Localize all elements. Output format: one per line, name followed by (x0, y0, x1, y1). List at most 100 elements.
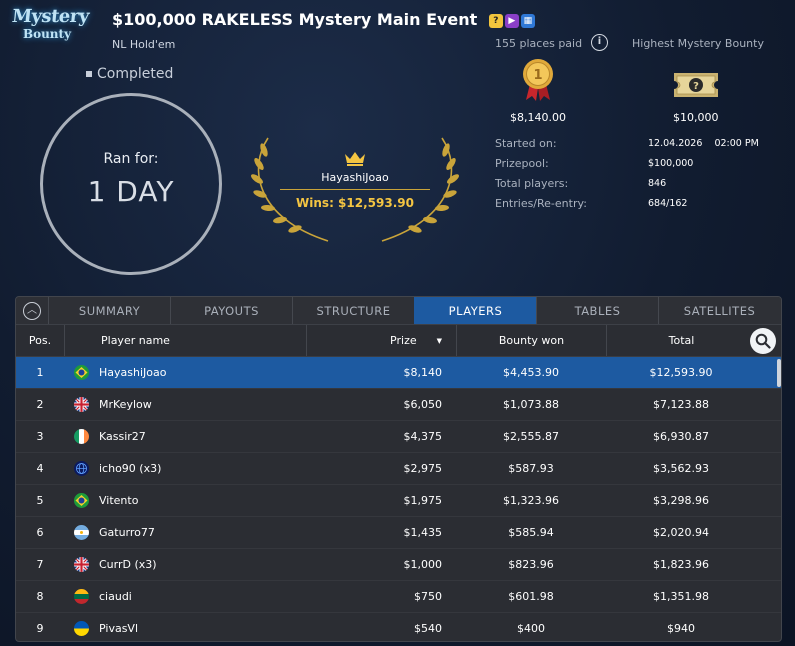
tab-summary[interactable]: SUMMARY (48, 297, 170, 324)
table-row[interactable]: 1 HayashiJoao $8,140 $4,453.90 $12,593.90 (16, 357, 781, 389)
column-header-name[interactable]: Player name (64, 325, 306, 356)
row-prize: $1,000 (403, 558, 443, 571)
winner-divider (280, 189, 430, 190)
tournament-stats: Started on: 12.04.2026 02:00 PM Prizepoo… (495, 133, 759, 213)
calendar-icon: ▦ (520, 13, 535, 28)
table-row[interactable]: 4 icho90 (x3) $2,975 $587.93 $3,562.93 (16, 453, 781, 485)
table-row[interactable]: 3 Kassir27 $4,375 $2,555.87 $6,930.87 (16, 421, 781, 453)
svg-text:1: 1 (533, 68, 542, 83)
row-bounty: $1,073.88 (503, 398, 559, 411)
brazil-flag-icon (74, 493, 89, 508)
row-player-name: Gaturro77 (99, 526, 155, 539)
stat-entries: Entries/Re-entry: 684/162 (495, 193, 759, 213)
table-row[interactable]: 9 PivasVl $540 $400 $940 (16, 613, 781, 641)
info-icon[interactable]: i (591, 34, 608, 51)
table-row[interactable]: 7 CurrD (x3) $1,000 $823.96 $1,823.96 (16, 549, 781, 581)
table-row[interactable]: 8 ciaudi $750 $601.98 $1,351.98 (16, 581, 781, 613)
row-position: 6 (36, 526, 44, 539)
search-button[interactable] (750, 328, 776, 354)
row-prize: $1,975 (403, 494, 443, 507)
row-bounty: $585.94 (508, 526, 554, 539)
tab-bar: ︿ SUMMARY PAYOUTS STRUCTURE PLAYERS TABL… (16, 297, 781, 325)
row-total: $1,351.98 (653, 590, 709, 603)
collapse-button[interactable]: ︿ (16, 297, 48, 324)
scrollbar-thumb[interactable] (777, 359, 781, 387)
table-header: Pos. Player name Prize ▼ Bounty won Total (16, 325, 781, 357)
table-row[interactable]: 6 Gaturro77 $1,435 $585.94 $2,020.94 (16, 517, 781, 549)
highest-bounty-label: Highest Mystery Bounty (632, 37, 764, 50)
tab-payouts[interactable]: PAYOUTS (170, 297, 292, 324)
row-total: $7,123.88 (653, 398, 709, 411)
winner-winnings: Wins: $12,593.90 (296, 196, 414, 210)
stat-prizepool: Prizepool: $100,000 (495, 153, 759, 173)
duration-value: 1 DAY (87, 175, 175, 208)
tab-tables[interactable]: TABLES (536, 297, 658, 324)
tab-satellites[interactable]: SATELLITES (658, 297, 780, 324)
ukraine-flag-icon (74, 621, 89, 636)
brazil-flag-icon (74, 365, 89, 380)
table-row[interactable]: 2 MrKeylow $6,050 $1,073.88 $7,123.88 (16, 389, 781, 421)
row-total: $3,298.96 (653, 494, 709, 507)
status-label: Completed (86, 66, 173, 82)
row-total: $6,930.87 (653, 430, 709, 443)
row-total: $12,593.90 (649, 366, 713, 379)
column-header-bounty[interactable]: Bounty won (456, 325, 606, 356)
search-icon (755, 333, 771, 349)
chevron-up-icon: ︿ (23, 301, 41, 320)
row-player: Kassir27 (64, 421, 306, 452)
row-position: 5 (36, 494, 44, 507)
row-position: 1 (36, 366, 44, 379)
tab-structure[interactable]: STRUCTURE (292, 297, 414, 324)
tournament-title: $100,000 RAKELESS Mystery Main Event (112, 10, 478, 29)
svg-text:?: ? (693, 81, 699, 92)
row-player-name: icho90 (x3) (99, 462, 162, 475)
column-header-prize-label: Prize (390, 334, 417, 347)
uk-flag-icon (74, 397, 89, 412)
row-total: $3,562.93 (653, 462, 709, 475)
duration-label: Ran for: (103, 151, 159, 167)
tab-players[interactable]: PLAYERS (414, 297, 536, 324)
row-prize: $540 (414, 622, 442, 635)
tournament-title-row: $100,000 RAKELESS Mystery Main Event ? ▶… (112, 10, 535, 29)
lithuania-flag-icon (74, 589, 89, 604)
stat-value: 12.04.2026 02:00 PM (648, 137, 759, 149)
row-prize: $6,050 (403, 398, 443, 411)
highest-bounty-value: $10,000 (673, 111, 719, 124)
mystery-ticket-icon: ? (674, 73, 718, 97)
row-total: $940 (667, 622, 695, 635)
laurel-wreath-icon (251, 137, 459, 242)
row-bounty: $4,453.90 (503, 366, 559, 379)
row-position: 4 (36, 462, 44, 475)
column-header-pos[interactable]: Pos. (28, 334, 52, 347)
row-total: $2,020.94 (653, 526, 709, 539)
stat-label: Prizepool: (495, 156, 549, 170)
argentina-flag-icon (74, 525, 89, 540)
column-header-prize[interactable]: Prize ▼ (306, 325, 456, 356)
winner-laurel: HayashiJoao Wins: $12,593.90 (248, 128, 462, 246)
first-prize-value: $8,140.00 (510, 111, 566, 124)
row-position: 7 (36, 558, 44, 571)
row-player-name: CurrD (x3) (99, 558, 157, 571)
table-row[interactable]: 5 Vitento $1,975 $1,323.96 $3,298.96 (16, 485, 781, 517)
row-player-name: Kassir27 (99, 430, 146, 443)
stat-label: Entries/Re-entry: (495, 196, 587, 210)
row-prize: $4,375 (403, 430, 443, 443)
row-player-name: PivasVl (99, 622, 139, 635)
duration-circle: Ran for: 1 DAY (40, 93, 222, 275)
winner-name: HayashiJoao (321, 171, 389, 184)
row-prize: $750 (414, 590, 442, 603)
column-header-total[interactable]: Total (606, 325, 756, 356)
row-player: PivasVl (64, 613, 306, 641)
players-table-body: 1 HayashiJoao $8,140 $4,453.90 $12,593.90 2 Mr… (16, 357, 781, 641)
globe-flag-icon (74, 461, 89, 476)
game-type: NL Hold'em (112, 38, 176, 51)
ireland-flag-icon (74, 429, 89, 444)
row-prize: $2,975 (403, 462, 443, 475)
places-paid: 155 places paid (495, 37, 583, 50)
first-place-medal-icon: 1 (523, 59, 553, 101)
row-bounty: $601.98 (508, 590, 554, 603)
players-panel: ︿ SUMMARY PAYOUTS STRUCTURE PLAYERS TABL… (15, 296, 782, 642)
row-player-name: MrKeylow (99, 398, 152, 411)
row-total: $1,823.96 (653, 558, 709, 571)
row-player: CurrD (x3) (64, 549, 306, 580)
